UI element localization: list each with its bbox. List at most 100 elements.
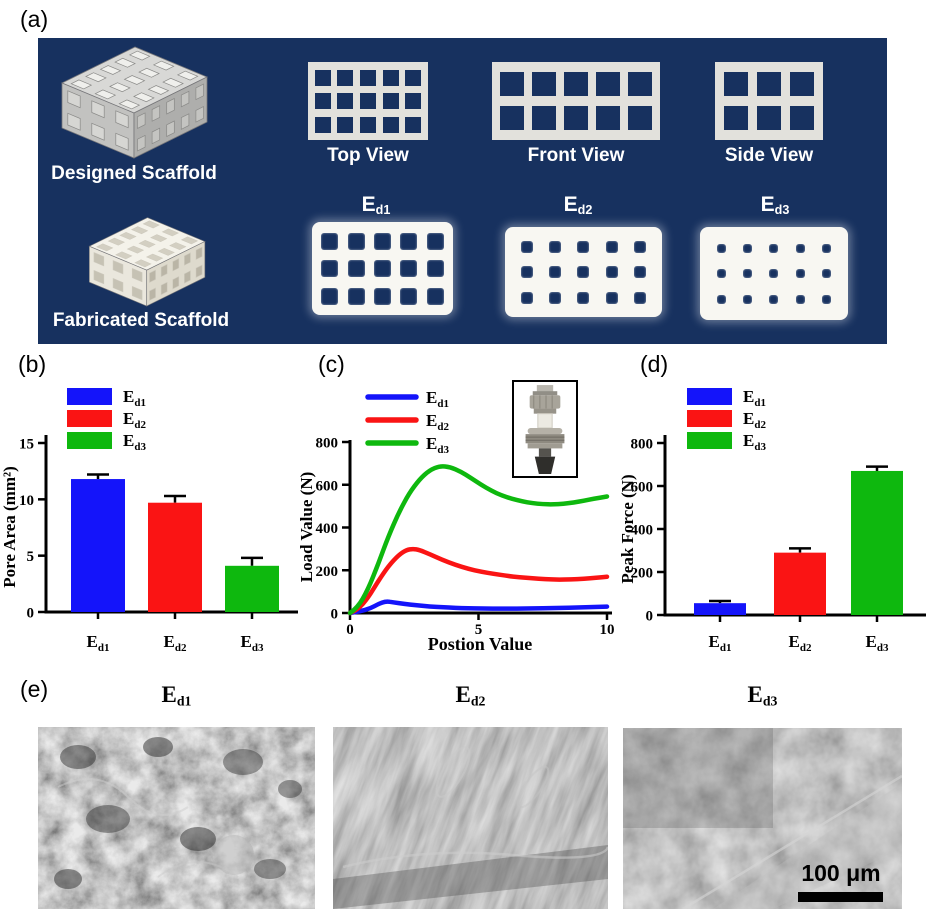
pore-cell: [521, 291, 534, 304]
pore-cell: [717, 269, 727, 278]
pore-cell: [426, 287, 444, 305]
top-view-diagram: [308, 62, 428, 140]
pore-cell: [373, 260, 391, 277]
fabricated-photo-ed3: [700, 227, 848, 320]
sem-texture-ed2: [333, 727, 608, 909]
bar-d2: [774, 552, 826, 615]
pore-cell: [795, 269, 805, 278]
sample-label-ed3: Ed3: [760, 193, 790, 218]
grid-cell: [596, 106, 620, 130]
panel-a-letter: (a): [20, 6, 49, 32]
x-axis-title: Postion Value: [428, 634, 533, 654]
sample-label-ed1: Ed1: [361, 193, 391, 218]
svg-text:400: 400: [316, 521, 339, 537]
pore-cell: [743, 294, 753, 304]
panel-a-figure: Designed Scaffold Fabricated Scaffold To…: [38, 38, 887, 344]
pore-cell: [769, 243, 779, 253]
pore-cell: [795, 243, 805, 253]
pore-cell: [321, 287, 339, 305]
svg-text:Ed2: Ed2: [743, 409, 766, 431]
pore-cell: [577, 291, 590, 304]
pore-cell: [521, 266, 534, 278]
side-view-label: Side View: [724, 145, 814, 166]
svg-text:Ed2: Ed2: [123, 409, 146, 431]
svg-text:0: 0: [27, 606, 35, 622]
bar-d2: [148, 502, 202, 612]
pore-cell: [821, 243, 831, 253]
grid-cell: [757, 106, 781, 130]
grid-cell: [337, 116, 354, 133]
grid-cell: [564, 106, 588, 130]
sem-label-ed2: Ed2: [455, 682, 486, 709]
grid-cell: [405, 93, 422, 109]
pore-cell: [633, 291, 646, 304]
legend-swatch-d2: [67, 410, 112, 427]
sem-texture-ed1: [38, 727, 315, 909]
legend-swatch-d3: [687, 432, 732, 449]
svg-text:Ed1: Ed1: [87, 632, 110, 654]
grid-cell: [564, 72, 588, 96]
grid-cell: [628, 72, 652, 96]
pore-cell: [743, 243, 753, 253]
svg-text:Ed1: Ed1: [426, 388, 449, 410]
grid-cell: [337, 69, 354, 86]
pore-cell: [795, 294, 805, 304]
svg-text:Ed3: Ed3: [123, 431, 146, 453]
y-axis-title: Peak Force (N): [620, 474, 637, 583]
grid-cell: [500, 72, 524, 96]
fabricated-scaffold-image: [88, 217, 206, 307]
sem-texture-ed3: [623, 728, 902, 909]
pore-cell: [743, 269, 753, 278]
scale-bar: [798, 892, 883, 902]
pore-cell: [821, 269, 831, 278]
sem-image-ed3: 100 μm: [623, 728, 902, 909]
fabricated-photo-ed2: [505, 227, 662, 317]
scale-bar-label: 100 μm: [801, 860, 881, 886]
grid-cell: [382, 93, 399, 109]
legend-swatch-d2: [687, 410, 732, 427]
top-view-label: Top View: [327, 145, 409, 166]
grid-cell: [359, 69, 376, 86]
grid-cell: [405, 116, 422, 133]
grid-cell: [359, 93, 376, 109]
pore-cell: [633, 240, 646, 253]
pore-cell: [321, 232, 339, 250]
pore-cell: [717, 294, 727, 304]
grid-cell: [790, 72, 814, 96]
svg-text:600: 600: [631, 480, 654, 496]
bar-d1: [71, 479, 125, 612]
pore-cell: [717, 243, 727, 253]
svg-text:Ed1: Ed1: [709, 632, 732, 654]
svg-text:15: 15: [19, 437, 34, 453]
pore-cell: [577, 266, 590, 278]
pore-cell: [347, 260, 365, 277]
grid-cell: [724, 106, 748, 130]
svg-text:10: 10: [19, 493, 34, 509]
svg-text:Ed2: Ed2: [164, 632, 187, 654]
grid-cell: [382, 116, 399, 133]
svg-text:Ed1: Ed1: [743, 387, 766, 409]
svg-text:10: 10: [600, 622, 615, 638]
pore-cell: [400, 260, 418, 277]
pore-cell: [769, 294, 779, 304]
svg-text:5: 5: [27, 549, 35, 565]
grid-cell: [500, 106, 524, 130]
svg-text:Ed3: Ed3: [241, 632, 264, 654]
pore-cell: [426, 260, 444, 277]
svg-text:Ed2: Ed2: [789, 632, 812, 654]
pore-cell: [549, 266, 562, 278]
svg-text:200: 200: [316, 564, 339, 580]
grid-cell: [405, 69, 422, 86]
load-position-line-chart: 0 200 400 600 800 Load Value (N) 0 5 10 Postion V…: [300, 388, 615, 654]
pore-cell: [400, 232, 418, 250]
svg-text:0: 0: [646, 609, 654, 625]
grid-cell: [337, 93, 354, 109]
svg-text:800: 800: [631, 437, 654, 453]
svg-text:Ed3: Ed3: [743, 431, 766, 453]
y-axis-title: Load Value (N): [300, 472, 316, 583]
designed-scaffold-image: [61, 46, 208, 159]
curve-d1: [347, 599, 610, 616]
fabricated-scaffold-caption: Fabricated Scaffold: [52, 310, 230, 331]
grid-cell: [790, 106, 814, 130]
